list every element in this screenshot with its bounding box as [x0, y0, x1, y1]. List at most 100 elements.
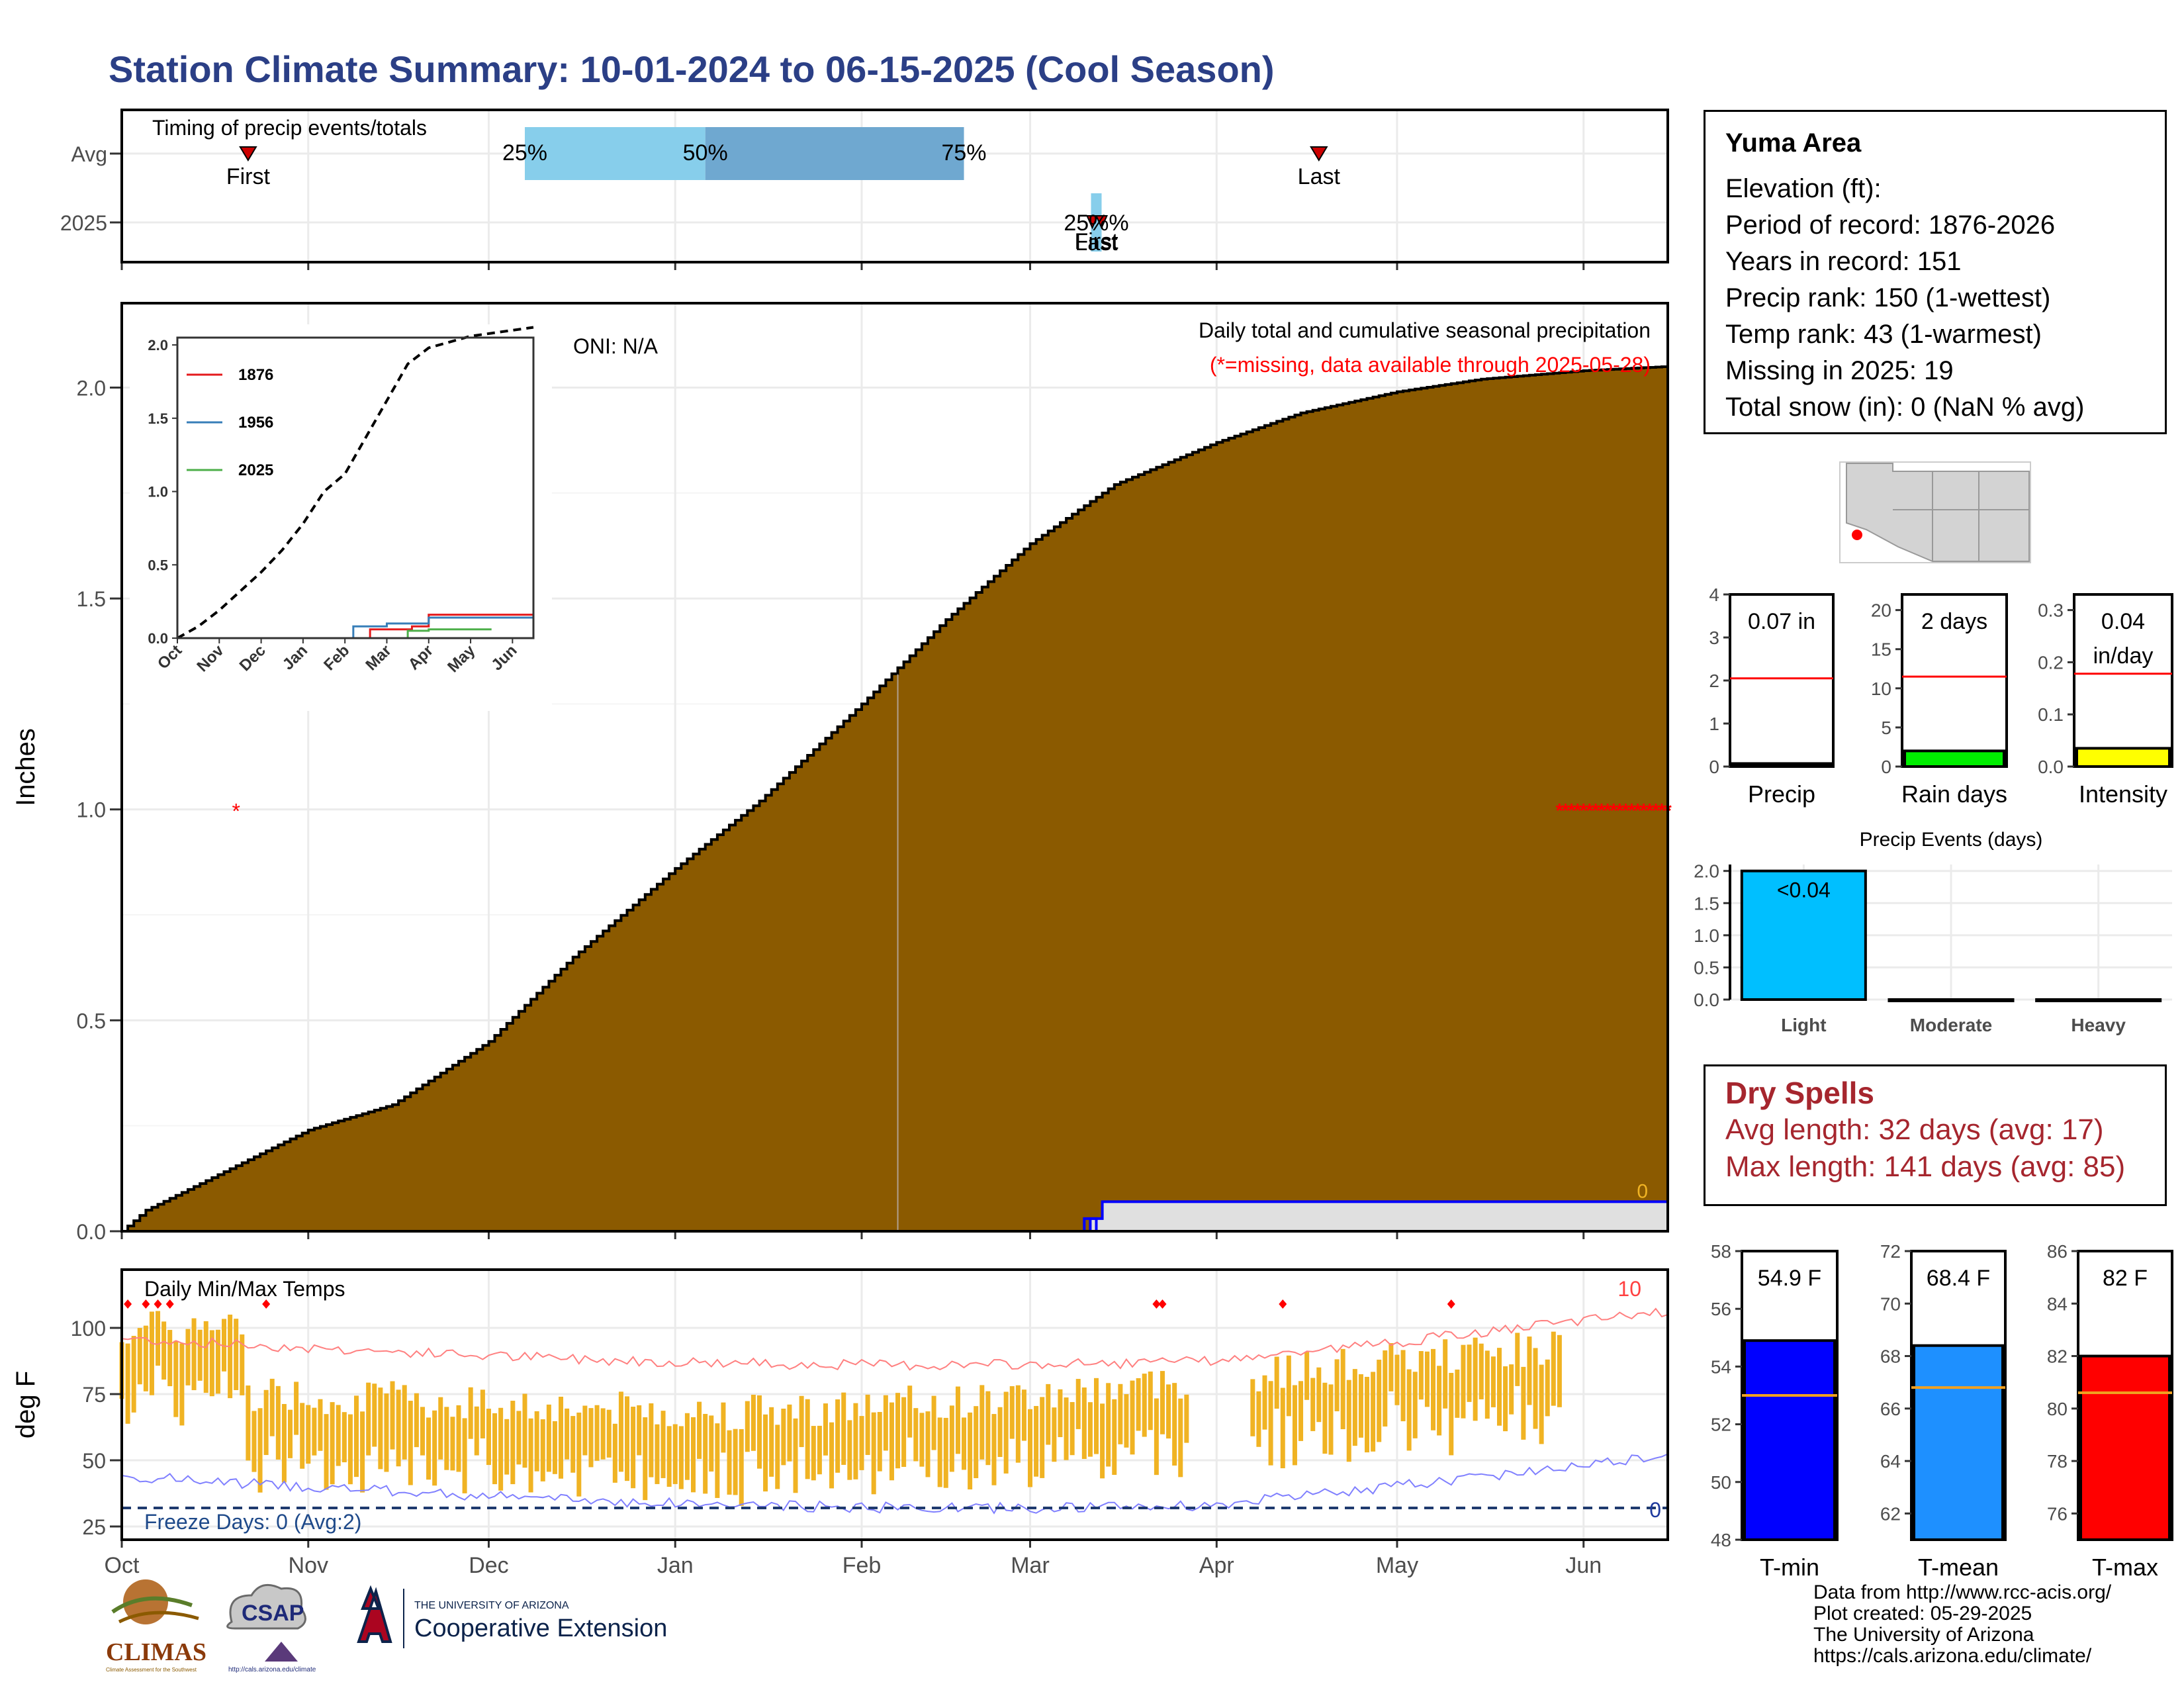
temp-day-bar: [853, 1403, 858, 1479]
summary-value-label: 2 days: [1921, 609, 1987, 634]
y2025-last-marker: [1095, 215, 1109, 230]
footer-line: The University of Arizona: [1813, 1624, 2034, 1646]
tsum-y-tick-label: 62: [1880, 1503, 1901, 1524]
timing-title: Timing of precip events/totals: [152, 116, 427, 140]
temp-day-bar: [432, 1410, 437, 1486]
events-y-tick-label: 2.0: [1694, 861, 1719, 882]
y2025-pct-label: 25%%: [1064, 211, 1128, 236]
record-high-marker: [1279, 1299, 1287, 1309]
missing-marker: *: [1586, 800, 1594, 822]
temp-day-bar: [347, 1414, 353, 1485]
temp-day-bar: [1412, 1372, 1418, 1438]
temp-day-bar: [877, 1412, 882, 1472]
tsum-y-tick-label: 80: [2047, 1399, 2068, 1419]
temp-day-bar: [149, 1311, 154, 1395]
summary-x-label: Intensity: [2079, 780, 2167, 808]
university-of-arizona-logo: THE UNIVERSITY OF ARIZONA Cooperative Ex…: [357, 1585, 667, 1648]
temp-day-bar: [745, 1401, 750, 1452]
temp-day-bar: [811, 1426, 816, 1481]
info-line: Temp rank: 43 (1-warmest): [1725, 320, 2042, 349]
timing-row-label: 2025: [60, 211, 107, 235]
inset-y-tick-label: 1.5: [148, 410, 168, 427]
events-y-tick-label: 0.5: [1694, 957, 1719, 978]
temp-day-bar: [324, 1414, 329, 1490]
temp-day-bar: [643, 1417, 648, 1501]
station-info-box: Yuma Area Elevation (ft): Period of reco…: [1704, 110, 2167, 434]
temp-day-bar: [805, 1399, 810, 1479]
tsum-bar: [1743, 1339, 1836, 1542]
tsum-value-label: 82 F: [2103, 1266, 2148, 1291]
temp-day-bar: [143, 1325, 148, 1391]
temp-day-bar: [1087, 1402, 1093, 1457]
temp-day-bar: [228, 1314, 233, 1399]
temp-day-bar: [1184, 1394, 1189, 1443]
temp-day-bar: [943, 1417, 948, 1488]
temp-day-bar: [1130, 1380, 1135, 1455]
temp-day-bar: [528, 1418, 533, 1493]
temps-y-tick-label: 25: [82, 1515, 106, 1539]
summary-bar: [2075, 747, 2171, 768]
temp-day-bar: [600, 1408, 606, 1460]
events-bar: [1888, 998, 2015, 1002]
temp-day-bar: [552, 1421, 557, 1474]
summary-y-tick-label: 10: [1871, 679, 1891, 699]
record-high-marker: [165, 1299, 174, 1309]
inset-y-tick-label: 0.0: [148, 630, 168, 647]
csap-logo: CSAP http://cals.arizona.edu/climate: [226, 1583, 316, 1673]
missing-marker: *: [1598, 800, 1606, 822]
tsum-y-tick-label: 58: [1711, 1241, 1731, 1262]
temp-day-bar: [269, 1378, 275, 1436]
temp-day-bar: [456, 1405, 461, 1472]
temp-day-bar: [486, 1409, 491, 1466]
tsum-bar: [2079, 1354, 2171, 1541]
climas-logo-text: CLIMAS: [106, 1638, 206, 1666]
temp-day-bar: [817, 1425, 822, 1475]
temp-day-bar: [721, 1402, 726, 1453]
temp-day-bar: [1455, 1369, 1460, 1418]
temp-day-bar: [336, 1405, 341, 1466]
temp-day-bar: [222, 1319, 227, 1372]
temp-day-bar: [504, 1419, 510, 1475]
temp-day-bar: [450, 1417, 455, 1471]
temp-day-bar: [1250, 1379, 1255, 1436]
temp-day-bar: [522, 1393, 527, 1468]
temp-day-bar: [678, 1426, 684, 1489]
temp-day-bar: [985, 1391, 991, 1466]
summary-panels: 0 1 2 3 4 0.07 in Precip 0 5 10 15 20 2 days Rain day…: [1694, 585, 2173, 1581]
temp-day-bar: [1340, 1348, 1345, 1430]
temps-title: Daily Min/Max Temps: [144, 1277, 345, 1301]
temp-day-bar: [1539, 1364, 1544, 1444]
missing-marker: *: [1622, 800, 1630, 822]
climas-logo-sub: Climate Assessment for the Southwest: [106, 1667, 197, 1673]
temp-day-bar: [1124, 1394, 1129, 1448]
temps-right-label-bottom: 0: [1649, 1498, 1661, 1522]
temp-day-bar: [131, 1336, 136, 1413]
events-x-label: Moderate: [1910, 1015, 1992, 1035]
temp-day-bar: [300, 1403, 305, 1469]
events-bar-label: <0.04: [1777, 878, 1831, 902]
temp-day-bar: [426, 1417, 432, 1480]
events-bar: [2035, 998, 2162, 1002]
temp-day-bar: [341, 1412, 347, 1463]
temp-day-bar: [197, 1329, 203, 1381]
temp-day-bar: [625, 1396, 630, 1481]
record-high-line: [121, 1307, 1668, 1371]
temp-day-bar: [979, 1385, 985, 1460]
temps-panel: Freeze Days: 0 (Avg:2) Daily Min/Max Temp…: [11, 1268, 1669, 1578]
temp-day-bar: [1069, 1402, 1075, 1456]
temp-day-bar: [1286, 1355, 1291, 1417]
tsum-y-tick-label: 86: [2047, 1241, 2068, 1262]
temp-day-bar: [516, 1411, 522, 1465]
freeze-days-label: Freeze Days: 0 (Avg:2): [144, 1510, 361, 1534]
timing-pct-label: 25%: [502, 140, 547, 165]
avg-cumulative-area: [122, 365, 1669, 1233]
precip-frame: [120, 302, 1669, 1233]
events-bar: [1740, 869, 1867, 1001]
temp-day-bar: [414, 1393, 419, 1448]
summary-y-tick-label: 3: [1709, 628, 1719, 648]
temp-day-bar: [781, 1408, 786, 1466]
tsum-x-label: T-max: [2092, 1554, 2158, 1581]
temp-day-bar: [576, 1412, 582, 1497]
record-high-marker: [142, 1299, 150, 1309]
